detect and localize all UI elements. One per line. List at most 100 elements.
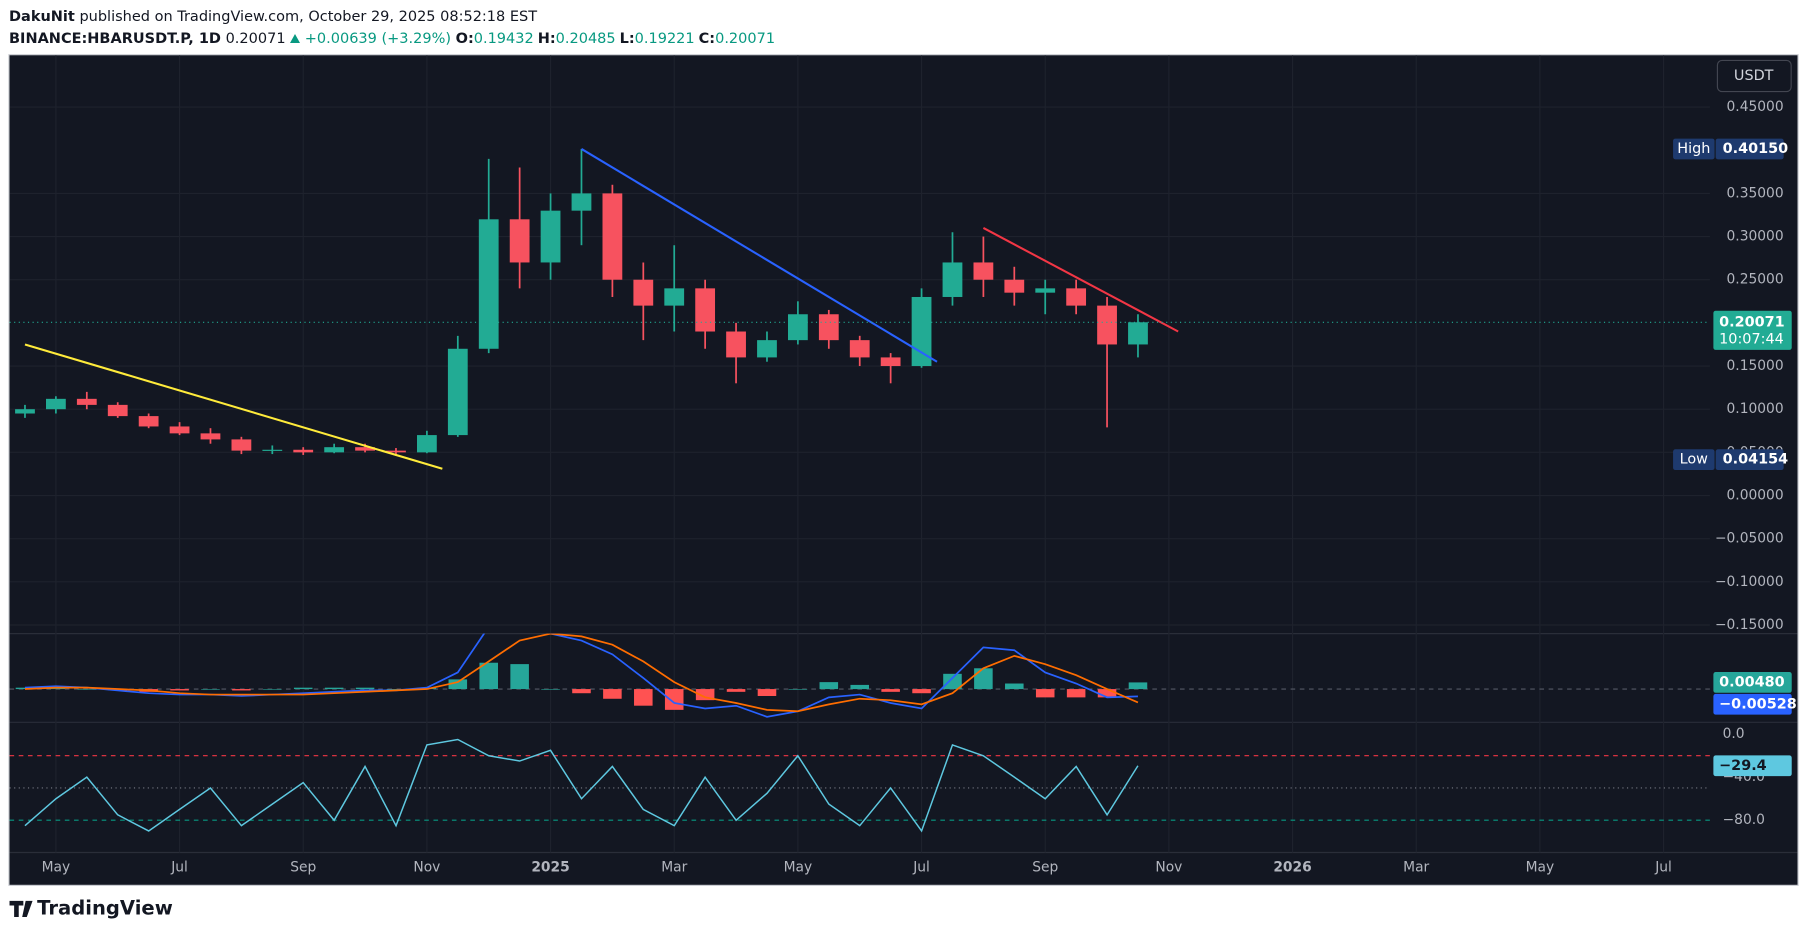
oscillator-line <box>24 738 1139 833</box>
histogram-bar <box>603 689 622 699</box>
x-tick-label: Sep <box>1032 859 1058 875</box>
y-tick-label: 0.45000 <box>1727 99 1784 115</box>
macd-pane <box>9 633 1710 718</box>
candle-body <box>447 348 468 436</box>
published: published on TradingView.com, October 29… <box>79 9 538 25</box>
y-tick-label: 0.15000 <box>1727 358 1784 374</box>
marker-name-box <box>1673 138 1715 160</box>
histogram-bar <box>170 689 189 691</box>
x-tick-label: May <box>1526 859 1555 875</box>
histogram-bar <box>263 689 282 690</box>
currency-box[interactable] <box>1716 59 1792 93</box>
x-tick-label: Sep <box>290 859 316 875</box>
candle-body <box>76 398 97 405</box>
candle-body <box>231 439 252 451</box>
x-tick-label: May <box>42 859 71 875</box>
candle-body <box>262 449 283 451</box>
candle-body <box>880 357 901 367</box>
y-tick-label: 0.35000 <box>1727 185 1784 201</box>
up-arrow <box>290 34 301 43</box>
candle-body <box>107 404 128 417</box>
candle-body <box>849 340 870 358</box>
x-tick-label: 2026 <box>1273 859 1311 875</box>
candle-body <box>695 288 716 332</box>
histogram-bar <box>448 679 468 690</box>
candle-body <box>386 450 406 453</box>
histogram-bar <box>1066 689 1086 698</box>
change: +0.00639 (+3.29%) <box>304 31 452 47</box>
histogram-bar <box>912 689 931 694</box>
marker-name: High <box>1677 141 1710 157</box>
candle-body <box>200 433 221 440</box>
candle-body <box>664 288 685 306</box>
histogram-bar <box>1005 683 1024 690</box>
histogram-bar <box>293 687 313 690</box>
marker-name-box <box>1673 449 1715 471</box>
histogram-bar <box>324 687 344 690</box>
chart-frame <box>8 54 1799 886</box>
last-value-label-box <box>1713 755 1792 777</box>
histogram-bar <box>757 689 777 696</box>
histogram-bar <box>232 689 251 691</box>
candle-body <box>818 314 839 341</box>
histogram-bar <box>881 689 900 692</box>
candle-body <box>478 219 499 349</box>
histogram-bar <box>634 689 653 706</box>
candle-body <box>293 449 314 453</box>
histogram-bar <box>1128 682 1148 690</box>
candle-body <box>787 314 808 341</box>
candle-body <box>416 435 437 453</box>
x-tick-label: May <box>784 859 813 875</box>
histogram-bar <box>788 689 808 690</box>
trendline <box>24 343 443 470</box>
histogram-bar <box>572 689 591 694</box>
candle-body <box>1004 279 1025 293</box>
currency: USDT <box>1734 68 1774 84</box>
histogram-bar <box>850 684 869 690</box>
trendline <box>580 148 938 363</box>
y-tick-label: −0.05000 <box>1715 531 1784 547</box>
logo-icon <box>9 900 33 918</box>
author: DakuNit <box>9 9 75 25</box>
y-tick-label: 0.00000 <box>1727 488 1784 504</box>
y-tick-label: 0.30000 <box>1727 229 1784 245</box>
histogram-bar <box>974 668 993 690</box>
x-tick-label: Nov <box>1155 859 1182 875</box>
last: 0.20071 <box>225 31 286 47</box>
candle-body <box>1066 288 1087 306</box>
histogram-bar <box>664 689 684 710</box>
last-value-label: −0.00528 <box>1719 696 1797 712</box>
last-value-label-box <box>1713 672 1792 693</box>
candle-body <box>509 219 530 263</box>
candle-body <box>324 447 345 453</box>
candle-body <box>540 210 561 263</box>
y-tick-label: −0.15000 <box>1715 617 1784 633</box>
ohlc-label: L: <box>619 31 635 47</box>
ohlc-value: 0.19221 <box>634 31 695 47</box>
x-tick-label: Jul <box>1654 859 1672 875</box>
candle-body <box>602 193 623 280</box>
histogram-bar <box>77 689 97 690</box>
candle-body <box>1097 305 1117 345</box>
ohlc: O:0.19432 H:0.20485 L:0.19221 C:0.20071 <box>456 31 779 47</box>
ohlc-label: H: <box>537 31 556 47</box>
footer-brand: TradingView <box>37 896 173 919</box>
histogram-bar <box>695 689 715 701</box>
candle-body <box>726 331 746 358</box>
marker-value: 0.40150 <box>1723 141 1789 157</box>
y-tick-label: −80.0 <box>1723 812 1765 828</box>
ohlc-value: 0.20071 <box>715 31 776 47</box>
macd-line <box>24 633 1139 713</box>
x-tick-label: Jul <box>912 859 930 875</box>
x-tick-label: Mar <box>1403 859 1429 875</box>
candle-body <box>973 262 994 280</box>
histogram-bar <box>355 687 375 690</box>
ohlc-label: C: <box>698 31 716 47</box>
price-pane <box>9 148 1710 470</box>
candle-body <box>633 279 654 306</box>
ohlc-value: 0.20485 <box>555 31 616 47</box>
marker-value-box <box>1715 138 1784 160</box>
countdown: 10:07:44 <box>1719 332 1784 348</box>
